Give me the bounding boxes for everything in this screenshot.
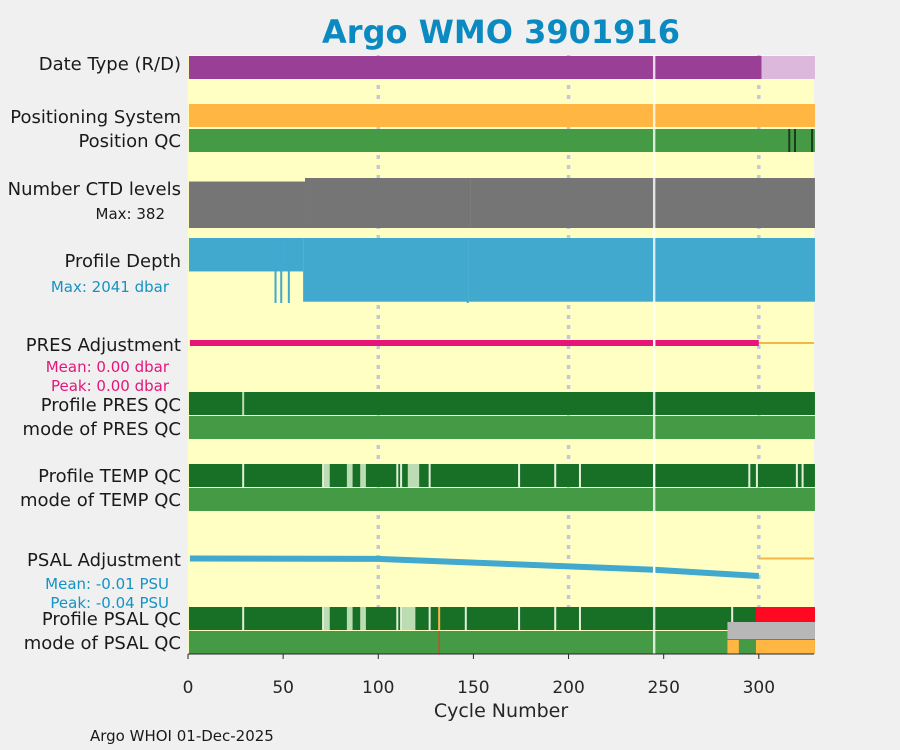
x-tick-label-100: 100	[362, 678, 394, 698]
row-label-pres-adjustment: PRES Adjustment	[26, 335, 181, 356]
profile-temp-qc-mark-3	[400, 464, 403, 487]
profile-depth-bar-0	[188, 238, 304, 272]
profile-temp-qc-mark-11	[801, 464, 804, 487]
profile-temp-qc-light-3	[407, 464, 420, 487]
mode-psal-qc-bar	[188, 631, 815, 654]
row-label-mode-psal-qc: mode of PSAL QC	[24, 633, 181, 654]
pres-mean-label: Mean: 0.00 dbar	[46, 358, 170, 376]
profile-psal-qc-mark-2	[396, 607, 399, 630]
profile-depth-spike-0	[274, 238, 277, 303]
ctd-levels-bar-0	[188, 181, 306, 228]
position-qc-mark-2	[811, 129, 814, 152]
depth-max-label: Max: 2041 dbar	[51, 278, 170, 296]
positioning-system-bar	[188, 104, 815, 127]
profile-psal-qc-light-1	[346, 607, 353, 630]
row-label-profile-temp-qc: Profile TEMP QC	[38, 466, 181, 487]
position-qc-bar	[188, 129, 815, 152]
profile-psal-qc-mark-6	[518, 607, 521, 630]
profile-psal-qc-light-0	[324, 607, 330, 630]
x-tick-label-200: 200	[552, 678, 584, 698]
profile-temp-qc-bar	[188, 464, 815, 487]
chart-title: Argo WMO 3901916	[322, 13, 680, 51]
profile-temp-qc-mark-10	[795, 464, 798, 487]
footer-credit: Argo WHOI 01-Dec-2025	[90, 727, 274, 745]
missing-cycle-line-0	[652, 55, 656, 654]
profile-temp-qc-light-0	[324, 464, 330, 487]
profile-depth-spike-1	[280, 238, 283, 303]
row-label-date-type: Date Type (R/D)	[39, 54, 181, 75]
profile-temp-qc-mark-0	[242, 464, 245, 487]
profile-psal-qc-mark-9	[731, 607, 734, 630]
x-tick-label-300: 300	[743, 678, 775, 698]
profile-psal-qc-mark-5	[464, 607, 467, 630]
profile-depth-spike-3	[466, 238, 469, 303]
x-axis-label: Cycle Number	[434, 700, 568, 722]
profile-temp-qc-mark-9	[755, 464, 758, 487]
psal-adjustment-line	[189, 555, 760, 579]
plot-background	[188, 55, 814, 654]
profile-psal-qc-bar	[188, 607, 815, 630]
profile-psal-qc-mark-8	[578, 607, 581, 630]
profile-pres-qc-mark-0	[242, 392, 245, 415]
profile-temp-qc-mark-4	[428, 464, 431, 487]
profile-depth-bar-2	[468, 238, 815, 302]
x-tick-label-50: 50	[272, 678, 294, 698]
ctd-levels-bar-1	[305, 178, 471, 228]
profile-psal-qc-mark-7	[554, 607, 557, 630]
mode-psal-qc-grey-block	[727, 622, 815, 639]
mode-temp-qc-bar	[188, 488, 815, 511]
x-tick-label-150: 150	[457, 678, 489, 698]
profile-psal-qc-mark-0	[242, 607, 245, 630]
mode-psal-qc-red-mark	[438, 631, 440, 654]
profile-depth-spike-2	[287, 238, 290, 303]
profile-psal-qc-mark-3	[400, 607, 403, 630]
date-type-realtime-bar	[188, 56, 762, 79]
profile-depth-bar-1	[303, 238, 469, 302]
row-label-mode-pres-qc: mode of PRES QC	[23, 419, 181, 440]
row-label-position-qc: Position QC	[78, 131, 181, 152]
psal-peak-label: Peak: -0.04 PSU	[50, 594, 169, 612]
profile-psal-qc-mark-1	[322, 607, 325, 630]
profile-temp-qc-mark-2	[396, 464, 399, 487]
profile-temp-qc-mark-5	[518, 464, 521, 487]
row-label-profile-pres-qc: Profile PRES QC	[41, 395, 181, 416]
profile-temp-qc-light-2	[360, 464, 366, 487]
row-label-ctd-levels: Number CTD levels	[8, 179, 181, 200]
profile-temp-qc-mark-8	[748, 464, 751, 487]
row-label-psal-adjustment: PSAL Adjustment	[27, 550, 181, 571]
profile-temp-qc-mark-6	[554, 464, 557, 487]
position-qc-mark-0	[788, 129, 791, 152]
mode-pres-qc-bar	[188, 416, 815, 439]
x-tick-label-250: 250	[647, 678, 679, 698]
ctd-levels-bar-2	[470, 178, 815, 228]
profile-temp-qc-mark-1	[322, 464, 325, 487]
row-label-positioning: Positioning System	[10, 107, 181, 128]
profile-psal-qc-mark-4	[428, 607, 431, 630]
profile-psal-qc-orange-mark	[438, 607, 441, 630]
profile-pres-qc-bar	[188, 392, 815, 415]
position-qc-mark-1	[793, 129, 796, 152]
date-type-delayed-bar	[761, 56, 815, 79]
mode-psal-qc-orange-1	[755, 640, 815, 654]
profile-psal-qc-light-3	[402, 607, 416, 630]
profile-psal-qc-light-2	[360, 607, 366, 630]
row-label-mode-temp-qc: mode of TEMP QC	[20, 490, 181, 511]
psal-mean-label: Mean: -0.01 PSU	[45, 575, 169, 593]
mode-psal-qc-orange-0	[727, 640, 739, 654]
pres-peak-label: Peak: 0.00 dbar	[51, 377, 170, 395]
profile-temp-qc-light-1	[346, 464, 353, 487]
profile-temp-qc-mark-7	[578, 464, 581, 487]
ctd-max-label: Max: 382	[96, 205, 165, 223]
x-tick-label-0: 0	[183, 678, 194, 698]
profile-psal-qc-red-block	[755, 607, 815, 624]
row-label-profile-depth: Profile Depth	[64, 251, 181, 272]
row-label-profile-psal-qc: Profile PSAL QC	[42, 609, 181, 630]
